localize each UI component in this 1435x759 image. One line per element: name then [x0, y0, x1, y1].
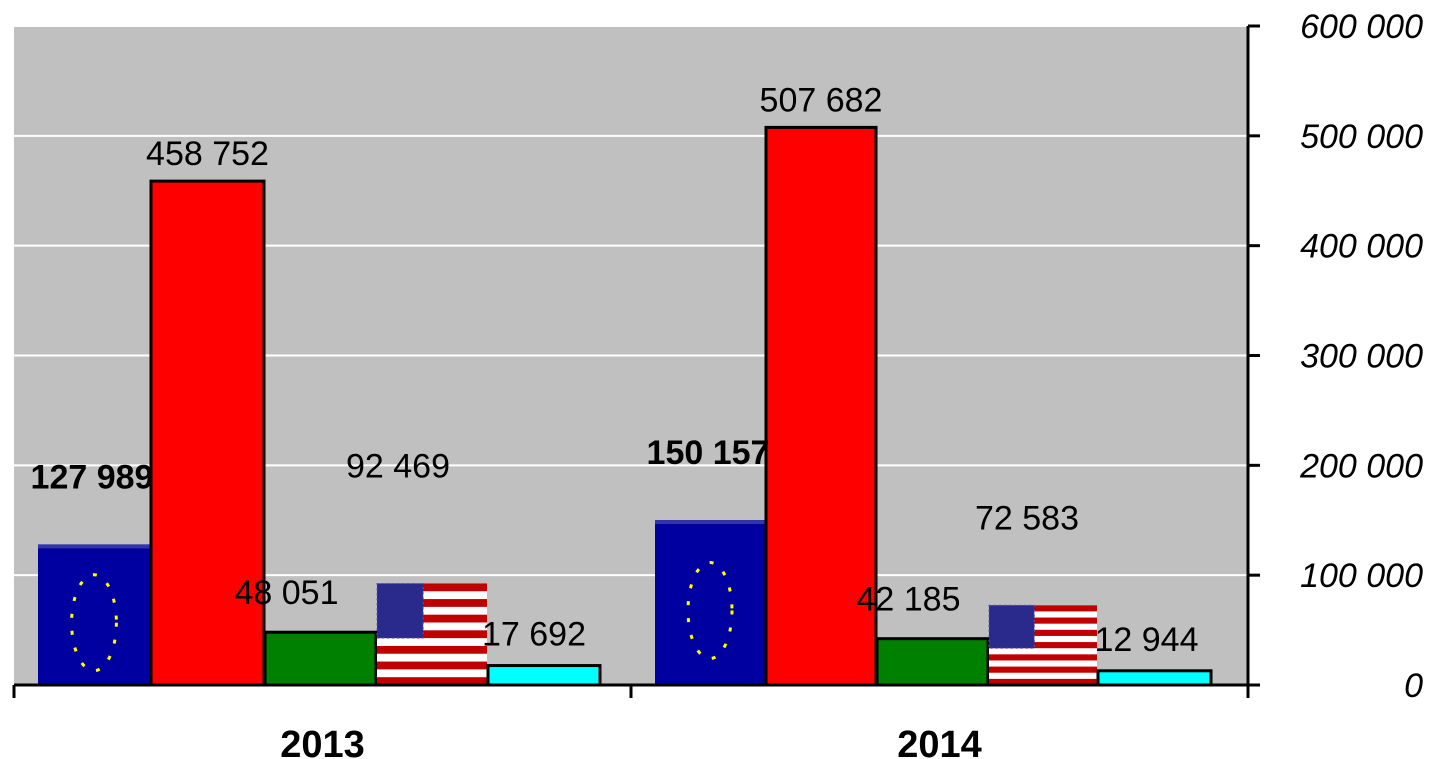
bar-2014-4	[988, 604, 1097, 685]
y-tick-label: 100 000	[1300, 557, 1423, 595]
flag-stripe	[377, 661, 487, 670]
bar	[655, 520, 765, 685]
bar	[38, 544, 150, 685]
flag-stripe	[377, 599, 487, 607]
data-label-2014-4: 72 583	[975, 499, 1079, 537]
flag-stripe	[989, 642, 1097, 649]
x-category-label: 2013	[280, 724, 365, 759]
y-tick-label: 0	[1404, 667, 1423, 705]
y-tick-label: 500 000	[1300, 118, 1423, 156]
flag-canton-texture	[988, 604, 1035, 649]
data-label-2013-3: 48 051	[235, 574, 339, 612]
data-label-2014-2: 507 682	[760, 81, 883, 119]
bars	[38, 125, 1213, 687]
y-tick-label: 400 000	[1300, 228, 1423, 266]
data-label-2013-5: 17 692	[482, 616, 586, 654]
data-label-2014-5: 12 944	[1095, 621, 1199, 659]
bar	[149, 179, 266, 687]
flag-stripe	[989, 617, 1097, 624]
flag-stripe	[377, 630, 487, 639]
flag-stripe	[377, 614, 487, 623]
bar-2014-1	[655, 520, 765, 685]
data-label-2013-2: 458 752	[146, 135, 269, 173]
bar	[1096, 669, 1213, 687]
flag-stripe	[989, 629, 1097, 636]
bar-2013-2	[149, 179, 266, 687]
bar-2013-5	[486, 664, 602, 687]
eu-stars	[70, 573, 118, 673]
flag-stripe	[989, 605, 1097, 612]
bar-top-edge	[655, 520, 765, 525]
data-label-2014-1: 150 157	[647, 434, 770, 472]
bar-2014-2	[764, 125, 878, 687]
bar	[764, 125, 878, 687]
y-tick-label: 300 000	[1300, 338, 1423, 376]
data-label-2014-3: 42 185	[857, 581, 961, 619]
data-label-2013-1: 127 989	[31, 458, 154, 496]
axes: 0 100 000 200 000 300 000 400 000 500 000 600 …	[12, 8, 1423, 759]
y-tick-label: 600 000	[1300, 8, 1423, 46]
flag-stripe	[989, 654, 1097, 661]
bar-2013-1	[38, 544, 150, 685]
data-label-2013-4: 92 469	[346, 447, 450, 485]
bar-2014-5	[1096, 669, 1213, 687]
flag-stripe	[377, 583, 487, 592]
bar-2013-3	[263, 630, 378, 687]
flag-canton	[989, 605, 1035, 649]
data-labels: 127 989 458 752 48 051 92 469 17 692 150 157 5…	[31, 81, 1199, 658]
flag-stripe	[377, 645, 487, 654]
flag-canton	[377, 583, 424, 639]
bar-2014-3	[875, 637, 990, 687]
bar	[263, 630, 378, 687]
x-category-label: 2014	[897, 724, 982, 759]
bar	[875, 637, 990, 687]
bar	[486, 664, 602, 687]
y-tick-label: 200 000	[1299, 447, 1423, 485]
flag-stripe	[989, 678, 1097, 685]
flag-stripe	[989, 666, 1097, 673]
eu-stars	[686, 561, 734, 661]
bar-2013-4	[376, 582, 487, 685]
bar-top-edge	[38, 544, 150, 549]
flag-stripe	[377, 677, 487, 685]
